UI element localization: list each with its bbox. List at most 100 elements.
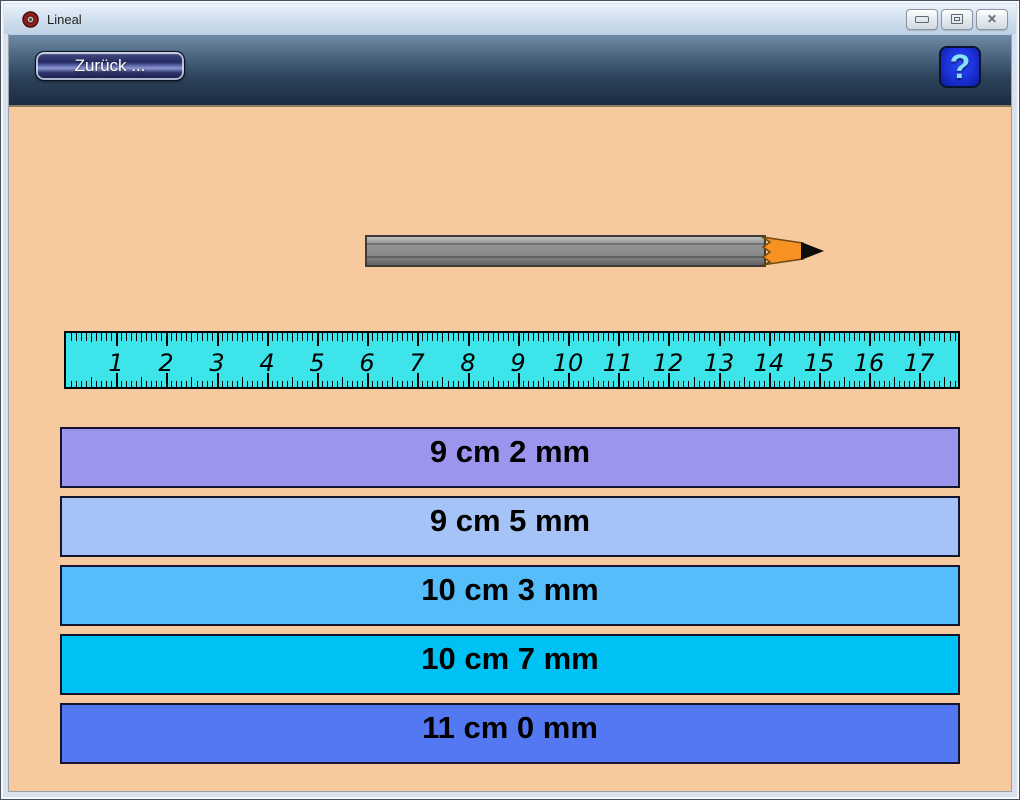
ruler-tick: [799, 333, 800, 341]
answer-button[interactable]: 11 cm 0 mm: [60, 703, 960, 764]
ruler-tick: [884, 381, 885, 387]
ruler-tick: [889, 333, 890, 341]
ruler-tick: [663, 381, 664, 387]
ruler-tick: [151, 333, 152, 341]
ruler-tick: [839, 381, 840, 387]
ruler-tick: [849, 381, 850, 387]
ruler-tick: [553, 333, 554, 341]
ruler-tick: [774, 381, 775, 387]
ruler-tick: [302, 381, 303, 387]
ruler-tick: [181, 333, 182, 341]
ruler-tick: [839, 333, 840, 341]
pencil-body: [365, 235, 766, 267]
ruler-tick: [668, 333, 670, 346]
ruler-tick: [422, 333, 423, 341]
maximize-button[interactable]: [941, 8, 973, 30]
answer-button[interactable]: 10 cm 3 mm: [60, 565, 960, 626]
ruler-tick: [859, 381, 860, 387]
answer-button[interactable]: 10 cm 7 mm: [60, 634, 960, 695]
ruler-tick: [673, 381, 674, 387]
ruler-tick: [478, 333, 479, 341]
back-button[interactable]: Zurück ...: [35, 51, 185, 81]
ruler-tick: [899, 333, 900, 341]
ruler-tick: [508, 333, 509, 341]
ruler-tick: [397, 381, 398, 387]
ruler-tick: [287, 381, 288, 387]
ruler-tick: [217, 373, 219, 387]
ruler-tick: [588, 381, 589, 387]
ruler-tick: [678, 381, 679, 387]
ruler-tick: [573, 333, 574, 341]
ruler-tick: [533, 381, 534, 387]
ruler-tick: [819, 373, 821, 387]
ruler-tick: [955, 381, 956, 387]
ruler-tick: [478, 381, 479, 387]
ruler-tick: [427, 333, 428, 341]
answer-button[interactable]: 9 cm 5 mm: [60, 496, 960, 557]
ruler-number: 16: [853, 349, 885, 377]
ruler-tick: [227, 333, 228, 341]
ruler-tick: [829, 333, 830, 341]
ruler-tick: [844, 377, 845, 387]
ruler-tick: [131, 381, 132, 387]
ruler-tick: [116, 333, 118, 346]
ruler-tick: [448, 333, 449, 341]
ruler-tick: [347, 381, 348, 387]
ruler-tick: [262, 381, 263, 387]
ruler-tick: [583, 333, 584, 341]
ruler-tick: [643, 333, 644, 342]
ruler-tick: [71, 381, 72, 387]
ruler-number: 11: [602, 349, 634, 377]
help-button[interactable]: ?: [939, 46, 981, 88]
ruler-tick: [337, 381, 338, 387]
ruler-tick: [297, 333, 298, 341]
ruler-tick: [623, 333, 624, 341]
close-button[interactable]: ✕: [976, 8, 1008, 30]
ruler-tick: [538, 381, 539, 387]
ruler-tick: [473, 381, 474, 387]
ruler-tick: [106, 333, 107, 341]
ruler-tick: [81, 381, 82, 387]
ruler-tick: [96, 381, 97, 387]
ruler-tick: [498, 381, 499, 387]
ruler-tick: [342, 377, 343, 387]
ruler-tick: [121, 381, 122, 387]
ruler-tick: [382, 333, 383, 341]
ruler-tick: [332, 381, 333, 387]
ruler-tick: [563, 381, 564, 387]
ruler-tick: [91, 333, 92, 342]
ruler-tick: [618, 333, 620, 346]
ruler-tick: [944, 377, 945, 387]
ruler-tick: [653, 381, 654, 387]
ruler-number: 1: [108, 349, 124, 377]
ruler-number: 15: [803, 349, 835, 377]
ruler-tick: [955, 333, 956, 341]
ruler-tick: [432, 381, 433, 387]
ruler-tick: [603, 381, 604, 387]
minimize-button[interactable]: [906, 8, 938, 30]
ruler-tick: [754, 333, 755, 341]
ruler-tick: [412, 333, 413, 341]
answer-button[interactable]: 9 cm 2 mm: [60, 427, 960, 488]
ruler-tick: [714, 381, 715, 387]
ruler-tick: [628, 381, 629, 387]
ruler-tick: [232, 381, 233, 387]
ruler-number: 17: [903, 349, 935, 377]
ruler-tick: [252, 381, 253, 387]
ruler-tick: [864, 381, 865, 387]
ruler-tick: [327, 333, 328, 341]
ruler-tick: [834, 381, 835, 387]
ruler-tick: [146, 333, 147, 341]
ruler-tick: [116, 373, 118, 387]
ruler-tick: [327, 381, 328, 387]
ruler-tick: [237, 381, 238, 387]
ruler-tick: [924, 381, 925, 387]
ruler-tick: [668, 373, 670, 387]
ruler-tick: [884, 333, 885, 341]
ruler: 1 2 3 4 5 6 7 8 9 10 11 12 13 14 15 16 17: [64, 331, 960, 389]
ruler-tick: [899, 381, 900, 387]
ruler-tick: [709, 333, 710, 341]
ruler-tick: [468, 333, 470, 346]
ruler-tick: [573, 381, 574, 387]
pencil-point: [801, 242, 824, 260]
